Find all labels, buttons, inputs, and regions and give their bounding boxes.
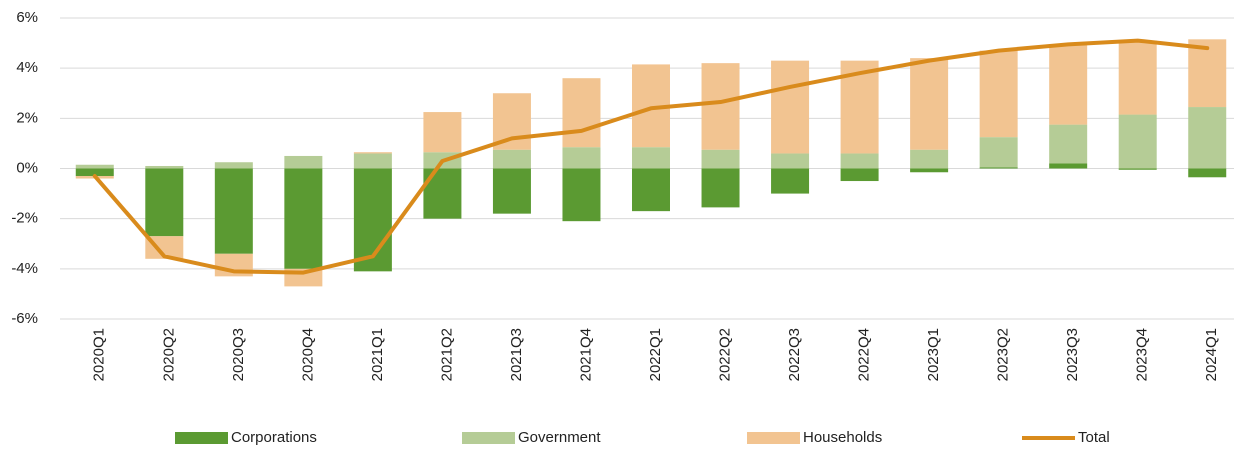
bar-segment: [840, 168, 879, 182]
bar-segment: [1188, 39, 1227, 108]
x-tick-label: 2021Q3: [508, 328, 525, 381]
x-tick-label: 2020Q2: [160, 328, 177, 381]
bar-segment: [1188, 168, 1227, 178]
bar-segment: [353, 152, 392, 154]
bar-segment: [562, 78, 601, 148]
x-tick-label: 2023Q2: [995, 328, 1012, 381]
x-tick-label: 2020Q3: [230, 328, 247, 381]
bar-segment: [910, 168, 949, 173]
bar-segment: [284, 155, 323, 169]
legend-swatch: [747, 432, 800, 444]
bar-segment: [910, 149, 949, 169]
bar-segment: [492, 149, 531, 169]
bar-segment: [214, 168, 253, 254]
bar-segment: [145, 165, 184, 169]
bar-segment: [701, 149, 740, 169]
bar-segment: [145, 168, 184, 237]
x-tick-label: 2021Q1: [369, 328, 386, 381]
bar-segment: [492, 168, 531, 214]
x-tick-label: 2022Q3: [786, 328, 803, 381]
x-tick-label: 2023Q4: [1134, 328, 1151, 381]
bar-segment: [75, 164, 114, 169]
legend-label: Government: [518, 429, 601, 446]
bar-segment: [979, 50, 1018, 138]
bar-segment: [1118, 114, 1157, 169]
x-tick-label: 2021Q4: [577, 328, 594, 381]
bar-segment: [1049, 44, 1088, 125]
y-tick-label: 0%: [16, 159, 38, 176]
bar-segment: [214, 162, 253, 169]
bar-segment: [771, 60, 810, 154]
x-tick-label: 2022Q2: [716, 328, 733, 381]
bar-segment: [145, 236, 184, 259]
bar-segment: [353, 153, 392, 169]
bar-segment: [632, 168, 670, 212]
bar-segment: [840, 153, 879, 169]
bar-segment: [1049, 163, 1088, 169]
x-tick-label: 2022Q4: [856, 328, 873, 381]
bar-segment: [771, 153, 810, 169]
x-tick-label: 2020Q4: [299, 328, 316, 381]
bar-segment: [562, 147, 601, 169]
x-tick-label: 2023Q3: [1064, 328, 1081, 381]
bar-segment: [910, 58, 949, 150]
x-tick-label: 2023Q1: [925, 328, 942, 381]
x-tick-label: 2024Q1: [1203, 328, 1220, 381]
legend-label: Households: [803, 429, 882, 446]
legend-swatch: [462, 432, 515, 444]
x-tick-label: 2020Q1: [91, 328, 108, 381]
bar-segment: [632, 147, 670, 169]
bar-segment: [1049, 124, 1088, 164]
bar-segment: [562, 168, 601, 222]
y-tick-label: -6%: [11, 310, 38, 327]
y-tick-label: 6%: [16, 9, 38, 26]
legend-label: Corporations: [231, 429, 317, 446]
bar-segment: [423, 112, 462, 153]
legend-label: Total: [1078, 429, 1110, 446]
x-tick-label: 2022Q1: [647, 328, 664, 381]
y-tick-label: -2%: [11, 210, 38, 227]
y-tick-label: 2%: [16, 109, 38, 126]
bar-segment: [1118, 40, 1157, 115]
legend-swatch: [175, 432, 228, 444]
bar-segment: [771, 168, 810, 194]
bar-segment: [1188, 107, 1227, 169]
bar-segment: [979, 167, 1018, 169]
y-tick-label: -4%: [11, 260, 38, 277]
line: [92, 38, 1210, 275]
bar-segment: [1118, 168, 1157, 170]
bar-segment: [701, 63, 740, 150]
y-tick-label: 4%: [16, 59, 38, 76]
x-tick-label: 2021Q2: [438, 328, 455, 381]
bar-segment: [979, 137, 1018, 168]
bar-segment: [284, 168, 323, 269]
bar-segment: [701, 168, 740, 208]
bar-segment: [75, 168, 114, 177]
